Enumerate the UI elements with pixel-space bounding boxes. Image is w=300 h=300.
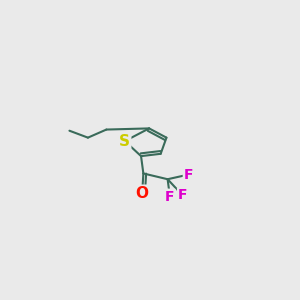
Text: F: F — [165, 190, 175, 203]
Text: F: F — [184, 168, 193, 182]
Text: O: O — [136, 186, 149, 201]
Text: F: F — [178, 188, 188, 203]
Text: S: S — [119, 134, 130, 148]
